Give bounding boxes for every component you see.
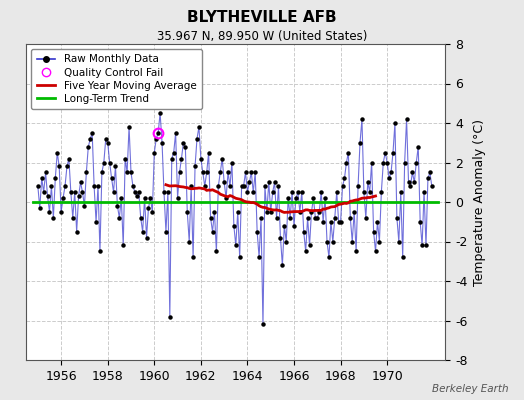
Text: BLYTHEVILLE AFB: BLYTHEVILLE AFB (187, 10, 337, 25)
Text: Berkeley Earth: Berkeley Earth (432, 384, 508, 394)
Legend: Raw Monthly Data, Quality Control Fail, Five Year Moving Average, Long-Term Tren: Raw Monthly Data, Quality Control Fail, … (31, 49, 202, 109)
Text: 35.967 N, 89.950 W (United States): 35.967 N, 89.950 W (United States) (157, 30, 367, 43)
Y-axis label: Temperature Anomaly (°C): Temperature Anomaly (°C) (473, 118, 486, 286)
